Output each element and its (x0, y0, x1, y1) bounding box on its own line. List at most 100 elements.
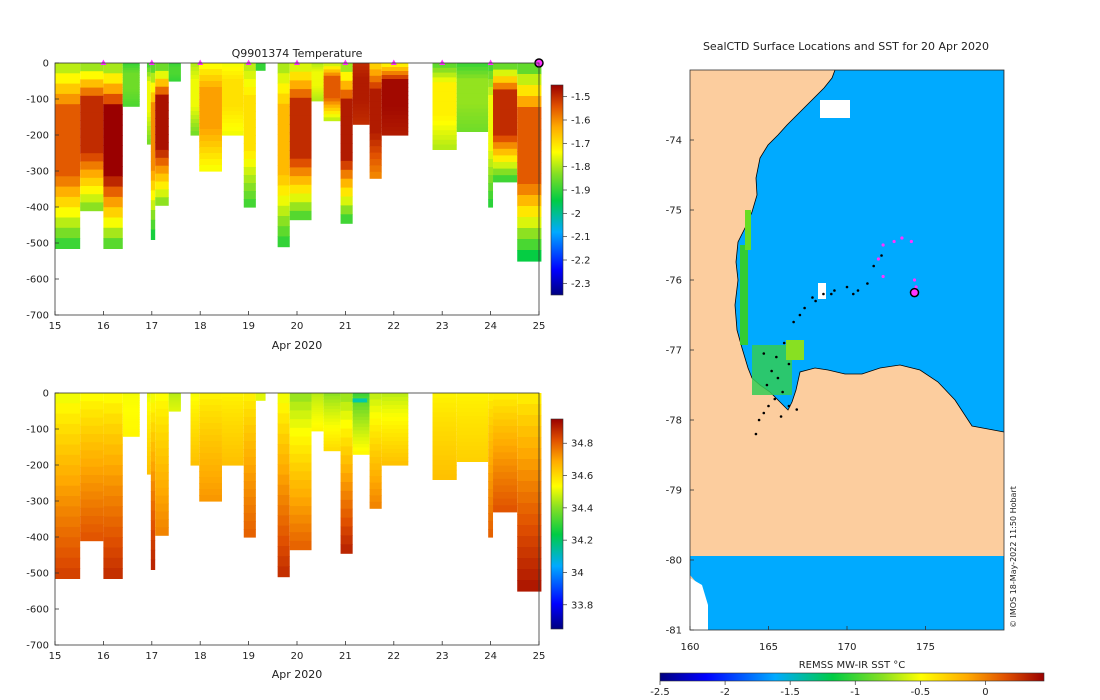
temperature-cell (311, 90, 324, 93)
salinity-cell (381, 441, 409, 446)
salinity-cell (150, 422, 156, 433)
map-colorbar-tick-label: -2 (720, 687, 730, 698)
salinity-cell (122, 405, 140, 408)
map-colorbar (659, 672, 1045, 682)
salinity-cell (381, 405, 409, 410)
temperature-cell (80, 95, 104, 105)
temperature-profile (352, 63, 370, 125)
salinity-cell (517, 459, 542, 471)
temperature-cell (456, 85, 489, 91)
salinity-cell (352, 406, 370, 411)
salinity-cell (199, 393, 222, 400)
temperature-cell (289, 193, 312, 203)
salinity-cell (221, 397, 244, 402)
temperature-cell (122, 70, 140, 74)
temperature-cell (80, 63, 104, 72)
temperature-profiles (55, 63, 542, 262)
temperature-cell (352, 80, 370, 84)
salinity-cell (493, 419, 518, 427)
temperature-cell (323, 69, 341, 74)
temperature-profile (323, 63, 341, 122)
temperature-cell (221, 83, 244, 88)
salinity-cell (80, 401, 104, 410)
salinity-cell (456, 442, 489, 447)
salinity-cell (122, 424, 140, 428)
southern-ocean-strip (690, 556, 1004, 630)
salinity-cell (488, 465, 494, 474)
salinity-cell (199, 429, 222, 436)
temperature-profile (493, 63, 518, 183)
salinity-cell (432, 431, 457, 437)
salinity-cell (289, 523, 312, 533)
colorbar-tick-label: -1.9 (571, 186, 591, 197)
salinity-cell (190, 449, 200, 454)
temperature-cell (168, 69, 181, 71)
temperature-cell (80, 202, 104, 212)
salinity-cell (221, 421, 244, 426)
temperature-cell (517, 63, 542, 75)
salinity-cell (369, 495, 382, 503)
temperature-cell (146, 139, 151, 145)
salinity-cell (277, 556, 290, 567)
salinity-cell (103, 434, 123, 446)
salinity-cell (199, 483, 222, 490)
temperature-profile (517, 63, 542, 262)
track-point (798, 313, 802, 317)
salinity-cell (168, 401, 181, 403)
salinity-cell (122, 431, 140, 435)
salinity-cell (168, 393, 181, 395)
track-point (782, 341, 786, 345)
temperature-cell (488, 103, 494, 112)
salinity-cell (146, 429, 151, 435)
temperature-title: Q9901374 Temperature (232, 47, 363, 60)
temperature-cell (488, 135, 494, 144)
temperature-cell (277, 73, 290, 84)
temperature-cell (369, 69, 382, 77)
temperature-cell (168, 78, 181, 80)
temperature-cell (311, 71, 324, 75)
salinity-cell (289, 506, 312, 516)
salinity-cell (289, 480, 312, 490)
salinity-cell (323, 431, 341, 436)
salinity-cell (369, 405, 382, 413)
salinity-cell (221, 441, 244, 446)
salinity-cell (381, 461, 409, 466)
temperature-cell (150, 151, 156, 162)
temperature-cell (150, 102, 156, 113)
salinity-cell (432, 460, 457, 466)
temperature-cell (155, 142, 169, 151)
temperature-cell (517, 206, 542, 218)
temperature-cell (352, 76, 370, 81)
salinity-x-axis: 15 16 17 18 19 20 21 22 23 24 25 (49, 641, 545, 662)
y-tick-label: 0 (43, 389, 49, 400)
salinity-cell (55, 434, 81, 446)
temperature-cell (243, 111, 256, 120)
salinity-cell (103, 393, 123, 404)
temperature-cell (456, 127, 489, 132)
temperature-cell (55, 93, 81, 105)
temperature-cell (517, 184, 542, 196)
salinity-cell (311, 403, 324, 407)
salinity-cell (311, 401, 324, 405)
colorbar-tick-label: -1.8 (571, 162, 591, 173)
salinity-cell (493, 472, 518, 480)
salinity-cell (122, 419, 140, 423)
salinity-cell (517, 525, 542, 537)
temperature-profile (289, 63, 312, 221)
salinity-cell (432, 397, 457, 404)
salinity-cell (323, 434, 341, 439)
temperature-cell (221, 115, 244, 120)
salinity-cell (517, 569, 542, 581)
temperature-cell (122, 96, 140, 100)
temperature-cell (369, 171, 382, 179)
salinity-cell (381, 445, 409, 450)
track-point (833, 289, 836, 292)
salinity-cell (190, 453, 200, 458)
salinity-cell (369, 444, 382, 452)
temperature-cell (122, 77, 140, 81)
salinity-cell (55, 537, 81, 549)
salinity-cell (352, 440, 370, 445)
salinity-cell (221, 401, 244, 406)
salinity-profile (243, 393, 256, 538)
salinity-profile (55, 393, 81, 579)
